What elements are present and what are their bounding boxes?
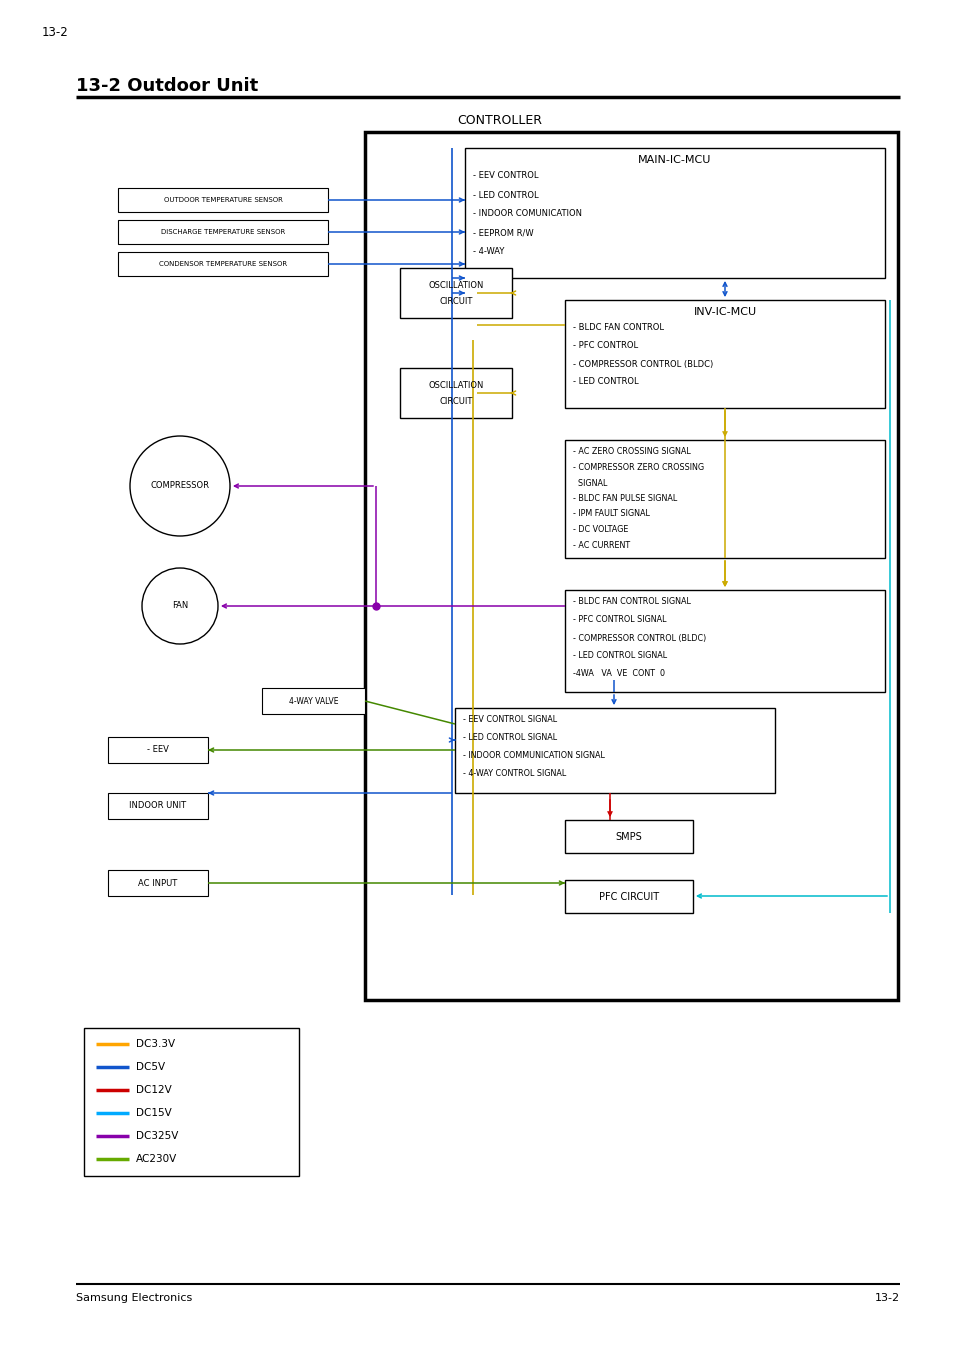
Text: - AC CURRENT: - AC CURRENT [573,540,630,549]
Bar [464,148,884,278]
Text: OSCILLATION: OSCILLATION [428,281,483,289]
Text: SMPS: SMPS [615,832,641,841]
Text: SIGNAL: SIGNAL [573,478,607,487]
Bar [118,220,328,244]
Text: CONDENSOR TEMPERATURE SENSOR: CONDENSOR TEMPERATURE SENSOR [159,261,287,267]
Bar [564,300,884,408]
Text: 13-2: 13-2 [874,1293,899,1303]
Text: DC15V: DC15V [136,1108,172,1118]
Bar [108,869,208,896]
Text: - DC VOLTAGE: - DC VOLTAGE [573,525,628,535]
Text: - 4-WAY CONTROL SIGNAL: - 4-WAY CONTROL SIGNAL [462,769,566,779]
Bar [84,1027,298,1176]
Text: - 4-WAY: - 4-WAY [473,247,504,256]
Text: - EEV CONTROL: - EEV CONTROL [473,171,537,181]
Text: - BLDC FAN CONTROL SIGNAL: - BLDC FAN CONTROL SIGNAL [573,598,690,606]
Text: Samsung Electronics: Samsung Electronics [76,1293,193,1303]
Text: FAN: FAN [172,602,188,610]
Text: - PFC CONTROL SIGNAL: - PFC CONTROL SIGNAL [573,616,666,625]
Bar [564,440,884,558]
Text: CONTROLLER: CONTROLLER [457,113,542,127]
Text: - BLDC FAN CONTROL: - BLDC FAN CONTROL [573,324,663,332]
Text: COMPRESSOR: COMPRESSOR [151,482,210,490]
Bar [564,590,884,693]
Text: - EEV CONTROL SIGNAL: - EEV CONTROL SIGNAL [462,716,557,725]
Bar [118,188,328,212]
Text: CIRCUIT: CIRCUIT [438,297,472,305]
Bar [564,819,692,853]
Text: - COMPRESSOR CONTROL (BLDC): - COMPRESSOR CONTROL (BLDC) [573,359,713,369]
Bar [455,707,774,792]
Text: - AC ZERO CROSSING SIGNAL: - AC ZERO CROSSING SIGNAL [573,447,690,456]
Bar [108,737,208,763]
Text: - INDOOR COMUNICATION: - INDOOR COMUNICATION [473,209,581,219]
Text: 4-WAY VALVE: 4-WAY VALVE [289,697,338,706]
Bar [399,369,512,418]
Text: MAIN-IC-MCU: MAIN-IC-MCU [638,155,711,165]
Text: DC325V: DC325V [136,1131,178,1141]
Text: DC12V: DC12V [136,1085,172,1095]
Bar [262,688,365,714]
Text: - COMPRESSOR CONTROL (BLDC): - COMPRESSOR CONTROL (BLDC) [573,633,705,643]
Text: - COMPRESSOR ZERO CROSSING: - COMPRESSOR ZERO CROSSING [573,463,703,472]
Text: PFC CIRCUIT: PFC CIRCUIT [598,891,659,902]
Text: INV-IC-MCU: INV-IC-MCU [693,306,756,317]
Bar [399,269,512,319]
Bar [108,792,208,819]
Text: -4WA   VA  VE  CONT  0: -4WA VA VE CONT 0 [573,670,664,679]
Bar [365,132,897,1000]
Text: - LED CONTROL: - LED CONTROL [473,190,538,200]
Text: - EEPROM R/W: - EEPROM R/W [473,228,533,238]
Text: OUTDOOR TEMPERATURE SENSOR: OUTDOOR TEMPERATURE SENSOR [163,197,282,202]
Bar [118,252,328,275]
Text: - IPM FAULT SIGNAL: - IPM FAULT SIGNAL [573,509,649,518]
Text: - INDOOR COMMUNICATION SIGNAL: - INDOOR COMMUNICATION SIGNAL [462,752,604,760]
Bar [564,880,692,913]
Text: DC3.3V: DC3.3V [136,1040,175,1049]
Text: INDOOR UNIT: INDOOR UNIT [130,802,187,810]
Text: - EEV: - EEV [147,745,169,755]
Text: DC5V: DC5V [136,1062,165,1072]
Text: - LED CONTROL: - LED CONTROL [573,378,638,386]
Text: AC INPUT: AC INPUT [138,879,177,887]
Text: DISCHARGE TEMPERATURE SENSOR: DISCHARGE TEMPERATURE SENSOR [161,230,285,235]
Text: - BLDC FAN PULSE SIGNAL: - BLDC FAN PULSE SIGNAL [573,494,677,504]
Text: CIRCUIT: CIRCUIT [438,397,472,405]
Text: - PFC CONTROL: - PFC CONTROL [573,342,638,351]
Text: AC230V: AC230V [136,1154,177,1164]
Text: - LED CONTROL SIGNAL: - LED CONTROL SIGNAL [573,652,666,660]
Text: - LED CONTROL SIGNAL: - LED CONTROL SIGNAL [462,733,557,743]
Text: 13-2 Outdoor Unit: 13-2 Outdoor Unit [76,77,258,95]
Text: 13-2: 13-2 [42,26,69,39]
Text: OSCILLATION: OSCILLATION [428,381,483,390]
